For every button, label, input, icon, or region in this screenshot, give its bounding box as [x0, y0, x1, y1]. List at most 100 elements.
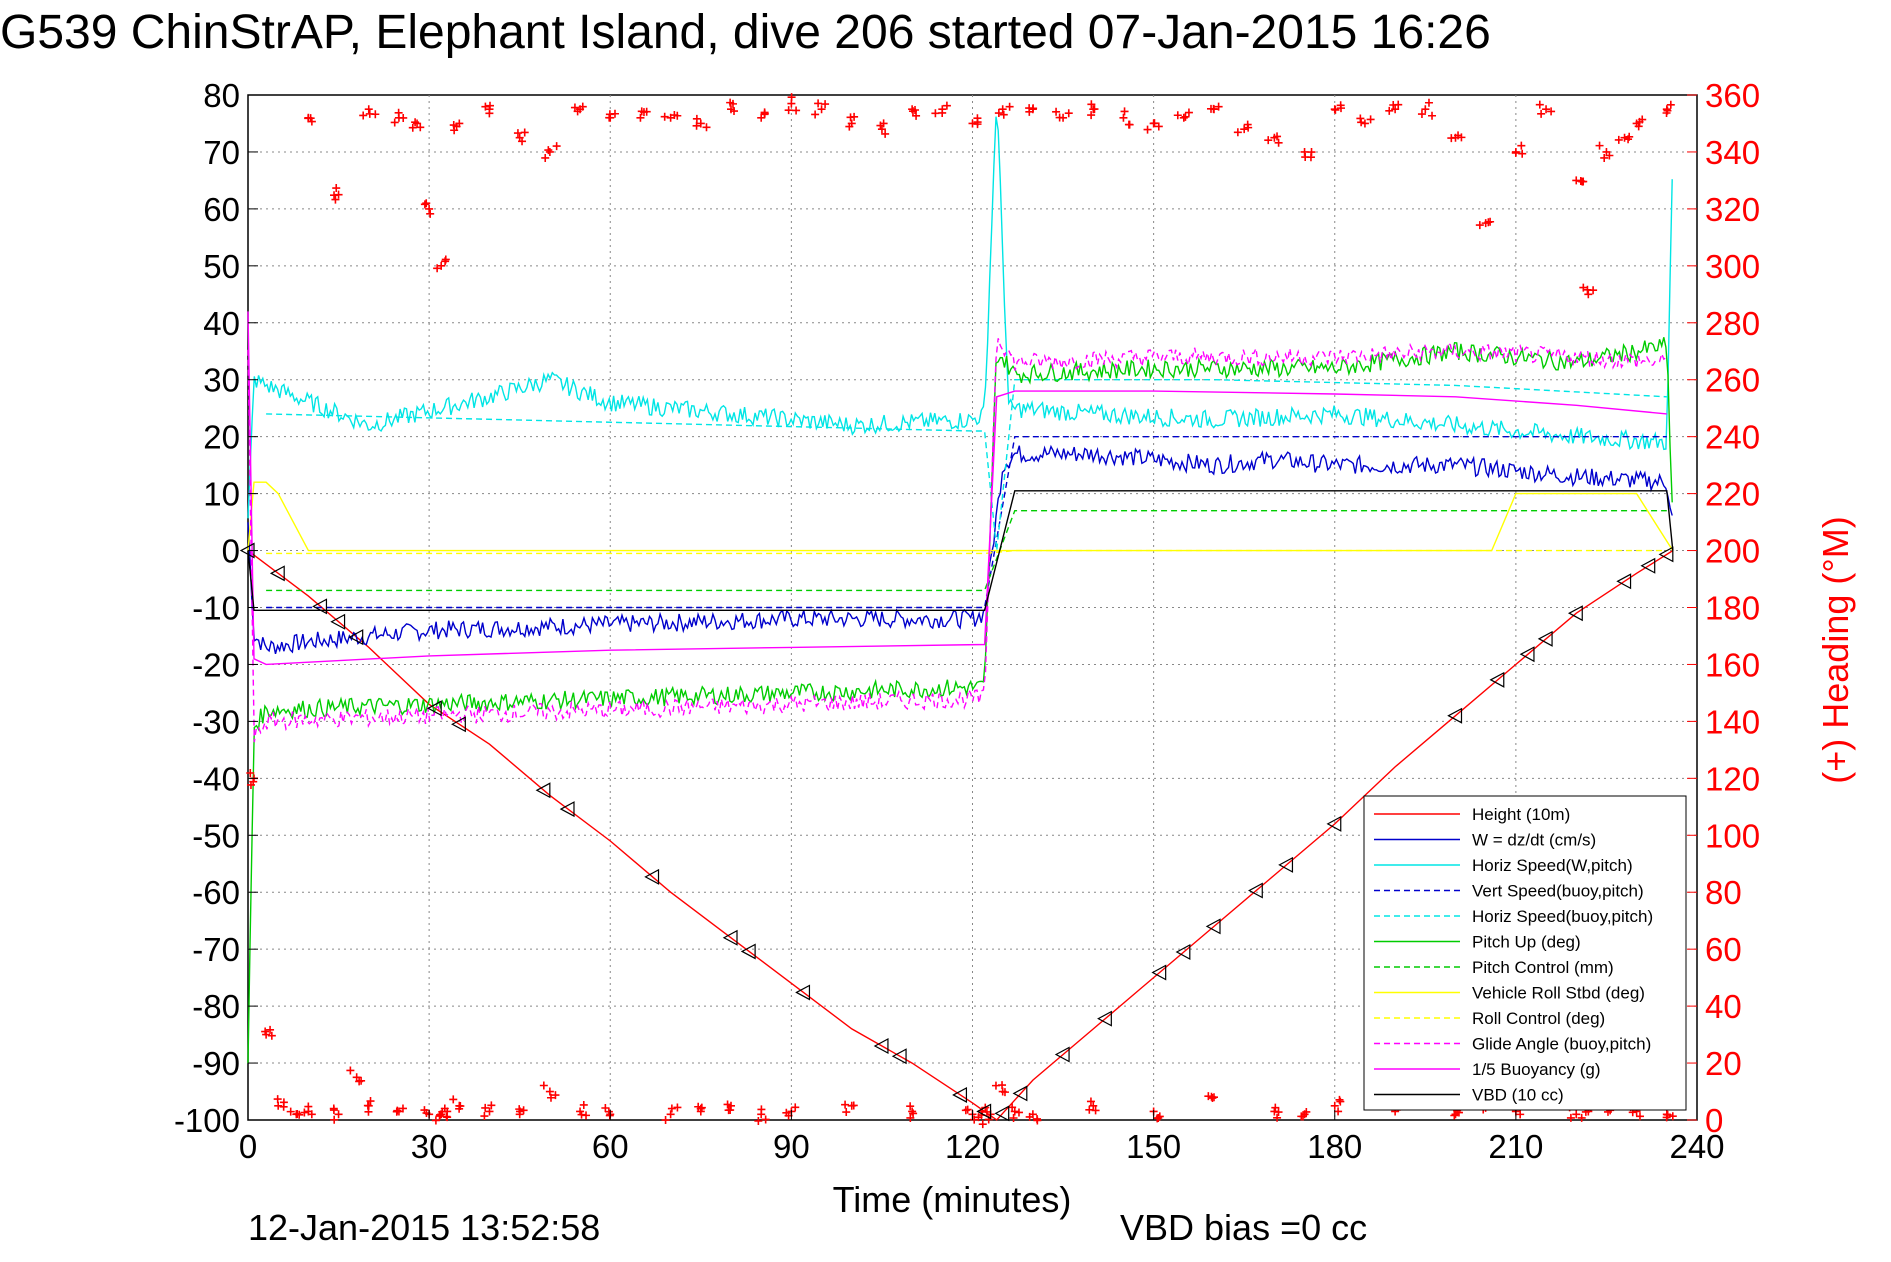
heading-point	[1014, 1108, 1023, 1117]
heading-point	[879, 119, 888, 128]
plot-area	[239, 93, 1698, 1129]
heading-point	[1008, 1103, 1017, 1112]
heading-point	[520, 128, 529, 137]
heading-point	[300, 1108, 309, 1117]
heading-point	[1331, 105, 1340, 114]
heading-point	[1087, 100, 1096, 109]
y-tick-label: 60	[203, 191, 240, 228]
y2-tick-label: 20	[1705, 1045, 1742, 1082]
heading-point	[1421, 105, 1430, 114]
legend-entry: Pitch Up (deg)	[1472, 933, 1581, 952]
heading-point	[1119, 113, 1128, 122]
y-tick-label: 20	[203, 419, 240, 456]
heading-point	[912, 111, 921, 120]
heading-point	[1264, 136, 1273, 145]
heading-point	[1663, 1110, 1672, 1119]
heading-point	[1091, 1106, 1100, 1115]
heading-point	[1143, 125, 1152, 134]
heading-point	[425, 204, 434, 213]
heading-point	[906, 1102, 915, 1111]
heading-point	[881, 129, 890, 138]
heading-point	[1005, 102, 1014, 111]
y-tick-label: -20	[192, 646, 240, 683]
heading-point	[1207, 104, 1215, 113]
heading-point	[435, 1112, 444, 1121]
heading-point	[371, 110, 380, 119]
x-tick-label: 210	[1488, 1128, 1543, 1165]
y2-tick-label: 100	[1705, 817, 1760, 854]
legend-entry: Glide Angle (buoy,pitch)	[1472, 1035, 1651, 1054]
heading-point	[1635, 117, 1644, 126]
depth-marker	[1658, 546, 1674, 563]
heading-point	[1391, 105, 1400, 114]
y-axis-left: -100-90-80-70-60-50-40-30-20-10010203040…	[174, 77, 258, 1139]
heading-point	[1150, 119, 1159, 128]
heading-point	[1577, 1113, 1586, 1122]
x-axis-label: Time (minutes)	[833, 1179, 1072, 1220]
depth-marker	[1489, 671, 1505, 688]
series-vert-speed-buoy-pitch	[266, 436, 1667, 609]
heading-point	[399, 113, 408, 122]
heading-point	[792, 106, 801, 115]
x-tick-label: 150	[1126, 1128, 1181, 1165]
heading-point	[1542, 105, 1551, 114]
heading-point	[304, 1102, 313, 1111]
heading-point	[449, 1095, 458, 1104]
depth-marker	[1054, 1046, 1070, 1063]
heading-point	[1600, 153, 1609, 162]
heading-point	[1273, 132, 1282, 141]
legend-entry: Height (10m)	[1472, 805, 1570, 824]
heading-point	[1173, 111, 1182, 120]
heading-point	[1271, 1103, 1280, 1112]
heading-point	[1154, 122, 1163, 131]
heading-point	[1125, 120, 1134, 129]
x-tick-label: 90	[773, 1128, 810, 1165]
heading-point	[1273, 1113, 1282, 1122]
depth-marker	[1326, 815, 1342, 832]
heading-point	[266, 1025, 275, 1034]
y2-tick-label: 140	[1705, 703, 1760, 740]
heading-point	[909, 1109, 918, 1118]
heading-point	[346, 1066, 355, 1075]
heading-point	[1297, 1112, 1306, 1121]
heading-point	[1394, 100, 1403, 109]
heading-point	[757, 1105, 766, 1114]
heading-point	[696, 119, 705, 128]
heading-point	[390, 118, 399, 127]
x-tick-label: 120	[945, 1128, 1000, 1165]
depth-marker	[976, 1103, 992, 1120]
y2-tick-label: 200	[1705, 533, 1760, 570]
y-tick-label: -50	[192, 817, 240, 854]
legend-entry: 1/5 Buoyancy (g)	[1472, 1060, 1601, 1079]
heading-point	[604, 1107, 613, 1116]
heading-point	[1055, 113, 1064, 122]
heading-point	[1451, 1110, 1460, 1119]
depth-marker	[1205, 918, 1221, 935]
series-1-5-buoyancy-g	[247, 311, 1667, 666]
heading-point	[1624, 135, 1633, 144]
heading-point	[970, 1115, 979, 1124]
heading-point	[1584, 290, 1593, 299]
heading-point	[726, 1106, 735, 1115]
heading-point	[331, 195, 340, 204]
heading-point	[1335, 1095, 1344, 1104]
depth-marker	[1537, 630, 1553, 647]
series-w-dz-dt-cm-s	[247, 444, 1673, 654]
depth-marker	[1640, 557, 1656, 574]
series-heading-top	[304, 93, 1675, 299]
series-horiz-speed-w-pitch	[247, 116, 1673, 519]
heading-point	[673, 1103, 682, 1112]
y2-tick-label: 220	[1705, 476, 1760, 513]
heading-point	[481, 102, 490, 111]
depth-marker	[269, 565, 285, 582]
series-layer	[246, 93, 1677, 1129]
heading-point	[1090, 105, 1099, 114]
heading-point	[1635, 1112, 1644, 1121]
heading-point	[760, 110, 769, 119]
heading-point	[431, 1116, 440, 1125]
depth-marker	[891, 1048, 907, 1065]
heading-point	[702, 123, 711, 132]
heading-point	[579, 1100, 588, 1109]
heading-point	[814, 99, 823, 108]
